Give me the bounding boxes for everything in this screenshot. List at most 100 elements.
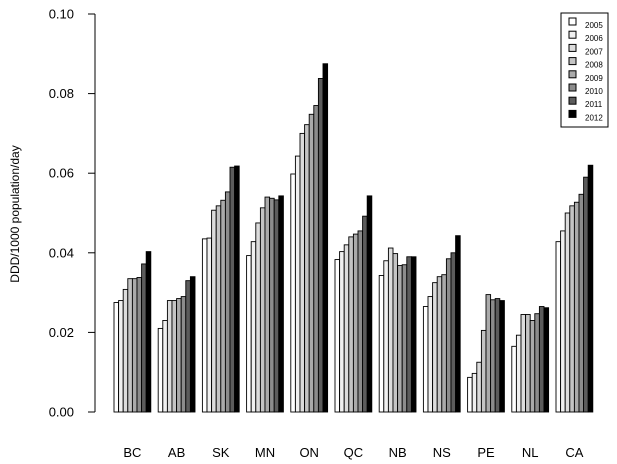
y-axis-title: DDD/1000 population/day bbox=[8, 145, 22, 282]
y-tick-label: 0.10 bbox=[49, 7, 74, 22]
bar-ns-2005 bbox=[422, 306, 429, 413]
bar-ns-2012 bbox=[455, 235, 461, 413]
bar-ab-2006 bbox=[162, 320, 168, 413]
bar-nb-2010 bbox=[401, 264, 408, 413]
legend-item-2010: 2010 bbox=[568, 83, 603, 96]
legend-item-2007: 2007 bbox=[568, 43, 603, 56]
legend-swatch bbox=[568, 70, 577, 79]
bar-qc-2007 bbox=[343, 244, 350, 413]
legend-item-2006: 2006 bbox=[568, 30, 603, 43]
x-tick-label: SK bbox=[212, 445, 230, 460]
bar-group-nb bbox=[378, 247, 417, 413]
bar-sk-2010 bbox=[224, 191, 231, 413]
legend-item-2009: 2009 bbox=[568, 70, 603, 83]
x-tick-label: MN bbox=[255, 445, 275, 460]
bar-on-2010 bbox=[313, 105, 319, 413]
bar-qc-2008 bbox=[348, 236, 354, 413]
bar-pe-2010 bbox=[490, 299, 496, 413]
bar-on-2006 bbox=[294, 155, 301, 413]
bar-nb-2008 bbox=[392, 253, 399, 413]
bar-nl-2006 bbox=[515, 334, 522, 413]
bar-group-mn bbox=[246, 195, 284, 413]
legend-swatch bbox=[568, 57, 577, 66]
bar-sk-2012 bbox=[234, 165, 240, 413]
bar-mn-2009 bbox=[264, 196, 271, 413]
legend-label: 2005 bbox=[585, 21, 603, 30]
x-tick-label: NL bbox=[522, 445, 539, 460]
bar-mn-2005 bbox=[246, 255, 252, 413]
legend-label: 2006 bbox=[585, 34, 603, 43]
legend-item-2012: 2012 bbox=[568, 109, 603, 122]
bar-ab-2010 bbox=[180, 296, 187, 413]
y-tick-label: 0.02 bbox=[49, 325, 74, 340]
bar-qc-2010 bbox=[357, 230, 364, 413]
bar-on-2007 bbox=[299, 132, 306, 413]
bar-nl-2009 bbox=[529, 320, 536, 413]
bar-group-qc bbox=[334, 195, 373, 413]
bar-qc-2011 bbox=[362, 215, 368, 413]
bar-sk-2009 bbox=[220, 199, 226, 413]
bar-group-bc bbox=[113, 251, 152, 413]
legend-label: 2010 bbox=[585, 87, 603, 96]
bar-mn-2012 bbox=[278, 195, 284, 413]
legend: 2005 2006 2007 2008 2009 2010 2011 2012 bbox=[560, 12, 609, 128]
bar-bc-2006 bbox=[118, 300, 124, 413]
bar-pe-2011 bbox=[494, 298, 501, 413]
bar-ca-2005 bbox=[555, 241, 562, 413]
bar-bc-2011 bbox=[141, 263, 147, 413]
bar-qc-2006 bbox=[339, 251, 345, 413]
bar-on-2008 bbox=[304, 124, 310, 413]
bar-pe-2009 bbox=[485, 294, 492, 413]
bar-group-pe bbox=[467, 294, 505, 413]
bar-ns-2006 bbox=[427, 296, 434, 413]
bar-mn-2007 bbox=[255, 222, 261, 413]
legend-box bbox=[560, 12, 609, 128]
bar-group-ab bbox=[157, 276, 196, 413]
bar-bc-2012 bbox=[145, 251, 152, 413]
bar-nl-2008 bbox=[525, 314, 531, 413]
bar-ab-2005 bbox=[157, 327, 164, 413]
bar-ns-2009 bbox=[441, 274, 447, 413]
x-axis-labels: BC AB SK MN ON QC NB NS PE NL CA bbox=[123, 445, 583, 460]
bar-nb-2006 bbox=[383, 260, 389, 413]
bar-group-ns bbox=[422, 235, 461, 413]
legend-swatch bbox=[568, 83, 577, 92]
bar-mn-2010 bbox=[269, 197, 275, 413]
legend-item-2005: 2005 bbox=[568, 17, 603, 30]
x-tick-label: BC bbox=[123, 445, 141, 460]
bar-on-2005 bbox=[290, 173, 296, 413]
legend-swatch bbox=[568, 109, 577, 118]
bar-ca-2007 bbox=[564, 212, 571, 413]
bar-sk-2011 bbox=[229, 166, 236, 413]
x-tick-label: AB bbox=[168, 445, 185, 460]
bar-ns-2008 bbox=[436, 276, 443, 413]
bar-ca-2008 bbox=[569, 205, 575, 413]
bar-bc-2005 bbox=[113, 302, 120, 413]
bar-group-ca bbox=[555, 164, 594, 413]
bar-pe-2005 bbox=[467, 376, 473, 413]
bar-nl-2012 bbox=[543, 307, 550, 413]
bar-ab-2012 bbox=[189, 276, 196, 413]
bar-on-2011 bbox=[317, 78, 324, 413]
bar-ab-2011 bbox=[185, 280, 191, 413]
bar-sk-2008 bbox=[215, 205, 222, 413]
bar-ns-2010 bbox=[445, 258, 452, 413]
bar-bc-2010 bbox=[136, 277, 143, 413]
bar-nb-2011 bbox=[406, 256, 412, 413]
bar-ca-2012 bbox=[587, 164, 594, 413]
bar-nl-2010 bbox=[534, 313, 540, 413]
y-tick-label: 0.04 bbox=[49, 245, 74, 260]
bar-bc-2009 bbox=[131, 278, 138, 413]
bars bbox=[113, 63, 594, 413]
bar-group-sk bbox=[201, 165, 240, 413]
bar-group-on bbox=[290, 63, 329, 413]
bar-ab-2007 bbox=[166, 300, 173, 413]
y-axis: 0.00 0.02 0.04 0.06 0.08 0.10 bbox=[49, 7, 96, 420]
legend-item-2008: 2008 bbox=[568, 57, 603, 70]
bar-ca-2011 bbox=[583, 176, 589, 413]
x-tick-label: ON bbox=[299, 445, 319, 460]
bar-nl-2005 bbox=[511, 345, 517, 413]
bar-group-nl bbox=[511, 306, 550, 413]
y-tick-label: 0.08 bbox=[49, 86, 74, 101]
